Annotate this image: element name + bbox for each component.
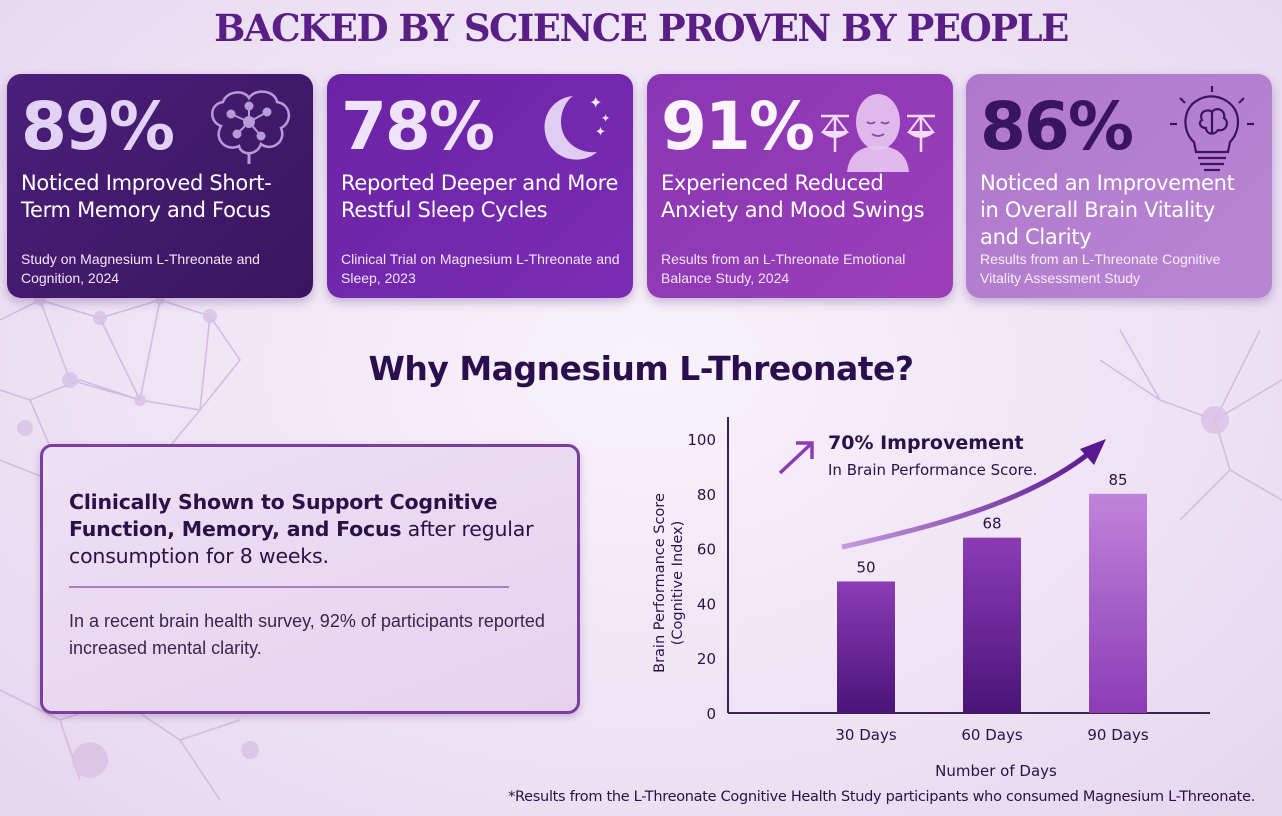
x-axis-label: Number of Days — [935, 762, 1057, 780]
bars: 50 30 Days 68 60 Days 85 90 Days — [835, 471, 1148, 744]
divider — [69, 586, 509, 588]
y-tick-label: 20 — [697, 650, 716, 668]
stat-card-memory: 89% Noticed Improved Short-Term Memory a… — [7, 74, 313, 298]
lightbulb-brain-icon — [1170, 86, 1254, 172]
stat-claim: Experienced Reduced Anxiety and Mood Swi… — [661, 171, 925, 222]
info-box: Clinically Shown to Support Cognitive Fu… — [40, 444, 580, 714]
info-note: In a recent brain health survey, 92% of … — [69, 611, 545, 658]
stat-card-sleep: 78% Reported Deeper and More Restful Sle… — [327, 74, 633, 298]
calm-face-scales-icon — [821, 94, 935, 172]
y-axis-label-line2: (Cognitive Index) — [670, 521, 686, 645]
svg-text:✦: ✦ — [601, 112, 610, 125]
x-tick-label: 60 Days — [961, 726, 1022, 744]
brain-network-icon — [211, 90, 290, 164]
stat-source: Clinical Trial on Magnesium L-Threonate … — [341, 251, 620, 286]
bar-value-label: 50 — [856, 558, 875, 576]
stat-percent: 91% — [661, 88, 815, 165]
bar-value-label: 85 — [1108, 471, 1127, 489]
stat-source: Results from an L-Threonate Emotional Ba… — [661, 251, 906, 286]
section-title: Why Magnesium L-Threonate? — [368, 349, 914, 388]
stat-claim: Noticed an Improvement in Overall Brain … — [980, 171, 1235, 249]
stat-card-mood: 91% Experienced Reduced Anxiety and Mood… — [647, 74, 953, 298]
y-tick-label: 40 — [697, 595, 716, 613]
y-tick-label: 60 — [697, 541, 716, 559]
trend-arrowhead — [1080, 439, 1106, 465]
annotation-subtitle: In Brain Performance Score. — [828, 461, 1037, 479]
y-tick-label: 100 — [687, 431, 716, 449]
x-tick-label: 30 Days — [835, 726, 896, 744]
svg-text:✦: ✦ — [595, 125, 606, 140]
bar-1 — [837, 581, 895, 713]
info-lead: Clinically Shown to Support Cognitive Fu… — [69, 489, 551, 570]
bar-3 — [1089, 493, 1147, 713]
annotation-title: 70% Improvement — [828, 432, 1024, 454]
stat-percent: 89% — [21, 88, 175, 165]
stat-claim: Noticed Improved Short-Term Memory and F… — [21, 171, 272, 222]
x-tick-label: 90 Days — [1087, 726, 1148, 744]
y-tick-label: 0 — [706, 705, 716, 723]
stat-source: Study on Magnesium L-Threonate and Cogni… — [21, 251, 260, 286]
y-axis-label-line1: Brain Performance Score — [652, 493, 668, 673]
bar-2 — [963, 537, 1021, 713]
annotation-icon — [778, 441, 814, 475]
stat-source: Results from an L-Threonate Cognitive Vi… — [980, 251, 1221, 286]
stat-percent: 86% — [980, 88, 1134, 165]
moon-stars-icon: ✦ ✦ ✦ — [544, 93, 610, 160]
trend-arrow — [841, 449, 1094, 550]
info-lead-rest: after regular consumption for 8 weeks. — [69, 517, 534, 568]
stat-percent: 78% — [341, 88, 495, 165]
y-tick-label: 80 — [697, 486, 716, 504]
footnote: *Results from the L-Threonate Cognitive … — [508, 789, 1255, 805]
svg-text:✦: ✦ — [589, 93, 602, 112]
bar-value-label: 68 — [982, 515, 1001, 533]
stat-card-vitality: 86% Noticed an Improvement in Overall Br… — [966, 74, 1272, 298]
stat-claim: Reported Deeper and More Restful Sleep C… — [341, 171, 619, 222]
page-headline: BACKED BY SCIENCE PROVEN BY PEOPLE — [214, 6, 1069, 50]
brain-performance-chart: 0 20 40 60 80 100 50 30 Days 68 60 Days 85 90 Days… — [652, 417, 1210, 780]
info-lead-bold: Clinically Shown to Support Cognitive Fu… — [69, 490, 498, 541]
